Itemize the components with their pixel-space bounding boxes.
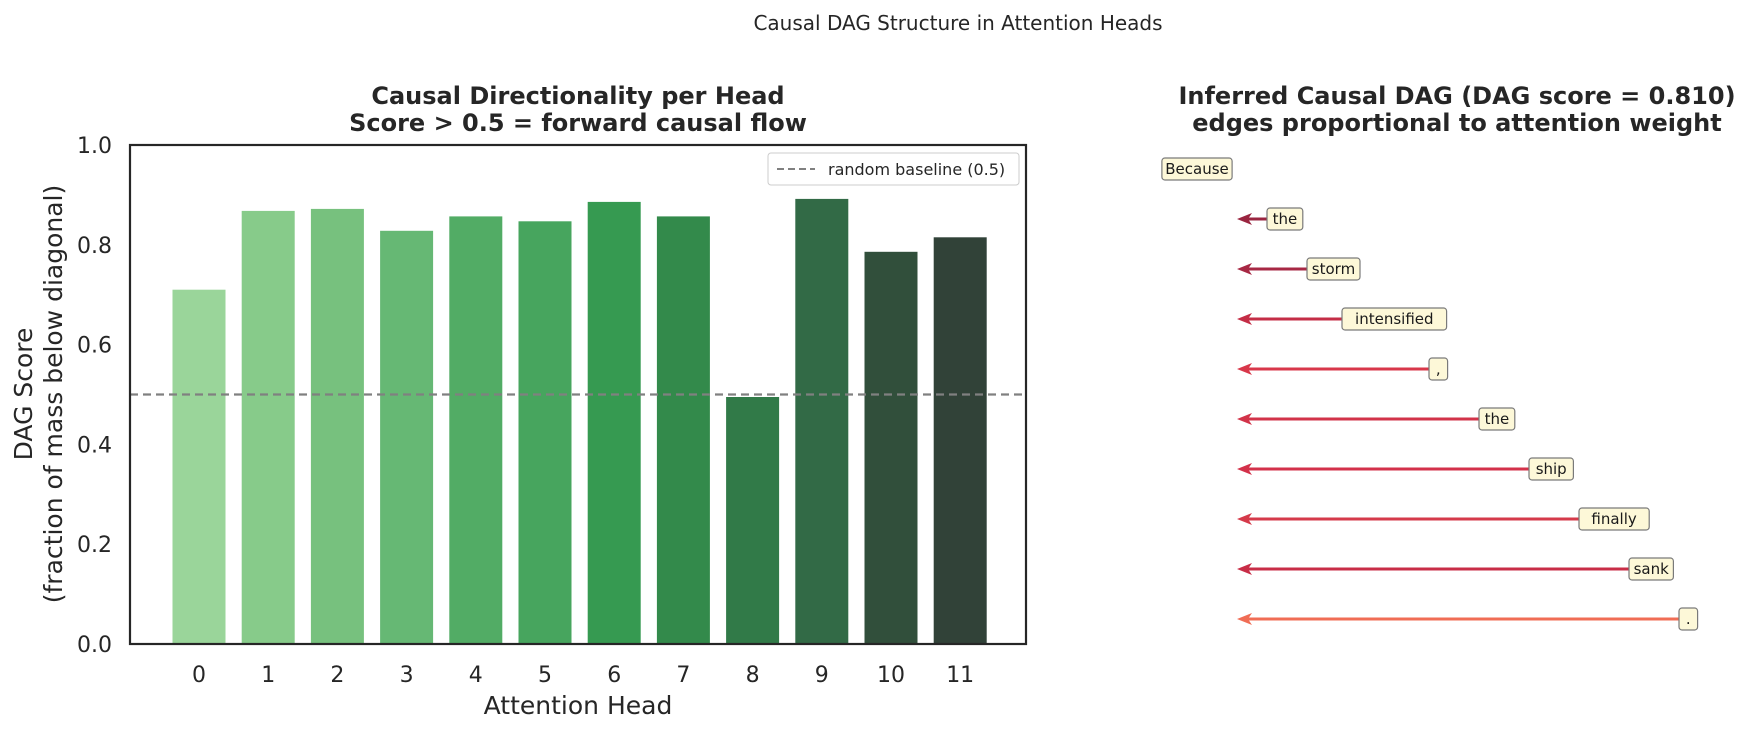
dag-arrowhead (1237, 413, 1252, 425)
bar-head-7 (656, 216, 710, 644)
x-tick-label: 3 (400, 663, 414, 688)
bar-head-1 (241, 210, 295, 644)
bar-series (172, 198, 987, 645)
dag-arrowhead (1237, 363, 1252, 375)
bar-chart-title-line1: Causal Directionality per Head (371, 82, 784, 110)
dag-node-label: intensified (1355, 310, 1433, 328)
y-axis-label-line2: (fraction of mass below diagonal) (39, 185, 68, 604)
x-tick-label: 5 (538, 663, 552, 688)
bar-head-5 (518, 221, 572, 645)
y-tick-label: 0.8 (77, 234, 112, 259)
dag-node-label: the (1273, 210, 1298, 228)
plot-frame (128, 143, 1028, 646)
bar-head-0 (172, 289, 226, 644)
y-tick-label: 0.2 (77, 533, 112, 558)
dag-edges (1237, 213, 1679, 625)
legend-box (767, 152, 1020, 186)
dag-node-label: . (1686, 610, 1691, 628)
bar-chart-panel: Causal Directionality per Head Score > 0… (9, 82, 1028, 720)
x-tick-label: 8 (746, 663, 760, 688)
dag-node-label: finally (1591, 510, 1636, 528)
dag-node (1578, 507, 1650, 531)
y-tick-label: 0.0 (77, 633, 112, 658)
dag-node-label: sank (1634, 560, 1670, 578)
bar-head-3 (380, 230, 434, 645)
dag-arrowhead (1237, 463, 1252, 475)
figure-title: Causal DAG Structure in Attention Heads (753, 11, 1162, 35)
bar-head-2 (310, 208, 364, 644)
legend-baseline-label: random baseline (0.5) (828, 160, 1005, 179)
dag-node (1161, 157, 1233, 181)
dag-node (1306, 257, 1361, 281)
dag-arrowhead (1237, 213, 1252, 225)
y-axis-label-line1: DAG Score (9, 328, 38, 461)
x-tick-label: 6 (607, 663, 621, 688)
dag-arrowhead (1237, 613, 1252, 625)
x-tick-label: 4 (469, 663, 483, 688)
bar-head-11 (933, 237, 987, 645)
dag-node-label: the (1485, 410, 1510, 428)
dag-arrowhead (1237, 313, 1252, 325)
y-tick-label: 0.6 (77, 334, 112, 359)
dag-arrowhead (1237, 563, 1252, 575)
bar-head-6 (587, 201, 641, 644)
bar-head-4 (449, 216, 503, 644)
x-tick-label: 10 (877, 663, 905, 688)
dag-node (1478, 407, 1516, 431)
dag-node-label: Because (1165, 160, 1229, 178)
dag-node (1341, 307, 1448, 331)
x-tick-label: 9 (815, 663, 829, 688)
dag-panel: Inferred Causal DAG (DAG score = 0.810) … (1161, 82, 1736, 631)
dag-nodes: Because the storm intensified, the ship finall… (1161, 157, 1699, 631)
dag-node-label: storm (1312, 260, 1355, 278)
x-tick-label: 1 (261, 663, 275, 688)
dag-node (1528, 457, 1575, 481)
dag-node (1628, 557, 1675, 581)
dag-arrowhead (1237, 513, 1252, 525)
x-tick-label: 0 (192, 663, 206, 688)
y-tick-label: 0.4 (77, 433, 112, 458)
bar-chart-title-line2: Score > 0.5 = forward causal flow (349, 109, 807, 137)
dag-node-label: ship (1536, 460, 1567, 478)
dag-title-line2: edges proportional to attention weight (1192, 109, 1721, 137)
bar-head-9 (795, 198, 849, 644)
legend: random baseline (0.5) (767, 152, 1020, 186)
dag-node-label: , (1436, 360, 1441, 378)
x-axis-label: Attention Head (484, 691, 673, 720)
dag-node (1678, 607, 1699, 631)
x-tick-label: 2 (330, 663, 344, 688)
x-axis-ticks: 0 1 2 3 4 5 6 7 8 9 10 11 (192, 663, 974, 688)
y-axis-ticks: 0.0 0.2 0.4 0.6 0.8 1.0 (77, 134, 112, 658)
x-tick-label: 7 (676, 663, 690, 688)
dag-arrowhead (1237, 263, 1252, 275)
dag-node (1266, 207, 1304, 231)
bar-head-8 (726, 397, 780, 644)
y-tick-label: 1.0 (77, 134, 112, 159)
dag-node (1428, 357, 1449, 381)
dag-title-line1: Inferred Causal DAG (DAG score = 0.810) (1178, 82, 1735, 110)
bar-head-10 (864, 251, 918, 645)
x-tick-label: 11 (946, 663, 974, 688)
